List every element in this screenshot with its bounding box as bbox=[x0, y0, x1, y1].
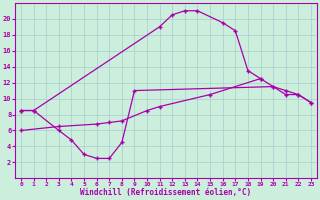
X-axis label: Windchill (Refroidissement éolien,°C): Windchill (Refroidissement éolien,°C) bbox=[80, 188, 252, 197]
